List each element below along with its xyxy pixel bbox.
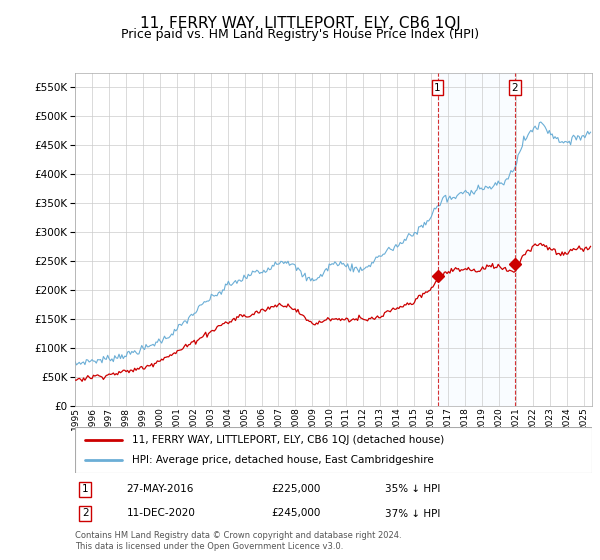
Text: 27-MAY-2016: 27-MAY-2016 [127, 484, 194, 494]
Text: £245,000: £245,000 [272, 508, 321, 519]
Text: 11, FERRY WAY, LITTLEPORT, ELY, CB6 1QJ: 11, FERRY WAY, LITTLEPORT, ELY, CB6 1QJ [140, 16, 460, 31]
Text: Contains HM Land Registry data © Crown copyright and database right 2024.: Contains HM Land Registry data © Crown c… [75, 531, 401, 540]
Text: 37% ↓ HPI: 37% ↓ HPI [385, 508, 440, 519]
Text: HPI: Average price, detached house, East Cambridgeshire: HPI: Average price, detached house, East… [132, 455, 434, 465]
Text: 2: 2 [82, 508, 89, 519]
Text: Price paid vs. HM Land Registry's House Price Index (HPI): Price paid vs. HM Land Registry's House … [121, 28, 479, 41]
Text: £225,000: £225,000 [272, 484, 321, 494]
Text: 1: 1 [434, 83, 441, 93]
Text: 11-DEC-2020: 11-DEC-2020 [127, 508, 196, 519]
Text: 35% ↓ HPI: 35% ↓ HPI [385, 484, 440, 494]
Text: 2: 2 [512, 83, 518, 93]
Bar [437, 73, 515, 406]
Text: 11, FERRY WAY, LITTLEPORT, ELY, CB6 1QJ (detached house): 11, FERRY WAY, LITTLEPORT, ELY, CB6 1QJ … [132, 435, 444, 445]
Text: This data is licensed under the Open Government Licence v3.0.: This data is licensed under the Open Gov… [75, 542, 343, 550]
Text: 1: 1 [82, 484, 89, 494]
